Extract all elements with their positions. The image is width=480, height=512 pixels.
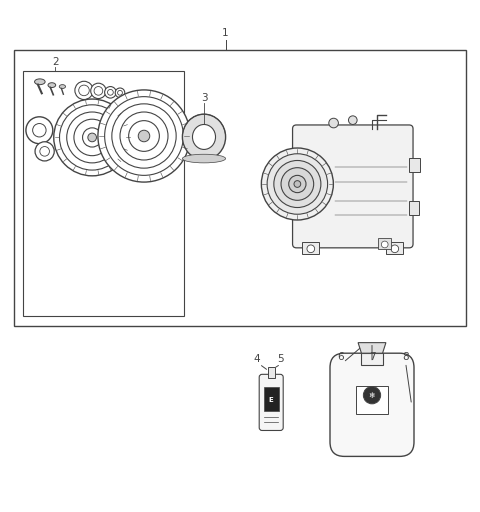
Bar	[409, 158, 420, 172]
Text: 6: 6	[337, 352, 344, 362]
Circle shape	[138, 130, 150, 142]
Ellipse shape	[48, 83, 56, 88]
Circle shape	[281, 168, 313, 200]
Circle shape	[33, 123, 46, 137]
FancyBboxPatch shape	[330, 353, 414, 456]
Text: 3: 3	[201, 93, 207, 102]
Circle shape	[83, 128, 102, 147]
Circle shape	[79, 85, 89, 96]
FancyBboxPatch shape	[292, 125, 413, 248]
Polygon shape	[358, 343, 386, 353]
Circle shape	[261, 148, 333, 220]
Text: 7: 7	[369, 352, 375, 362]
Bar	[386, 242, 403, 253]
Bar	[302, 242, 320, 253]
Circle shape	[348, 116, 357, 124]
Ellipse shape	[182, 114, 226, 160]
Text: 4: 4	[253, 354, 260, 364]
Circle shape	[274, 160, 321, 207]
Text: 2: 2	[52, 57, 59, 67]
Circle shape	[105, 97, 183, 175]
Circle shape	[74, 119, 110, 156]
Circle shape	[288, 175, 306, 193]
Circle shape	[115, 88, 125, 98]
Text: 8: 8	[402, 352, 409, 362]
Text: 1: 1	[222, 28, 229, 38]
Circle shape	[54, 99, 131, 176]
Bar	[409, 201, 419, 215]
Bar	[356, 386, 388, 414]
Circle shape	[75, 81, 93, 99]
Circle shape	[98, 90, 190, 182]
Circle shape	[307, 245, 314, 252]
Text: 5: 5	[277, 354, 284, 364]
Circle shape	[363, 387, 381, 404]
Circle shape	[105, 87, 116, 98]
Circle shape	[381, 241, 388, 248]
Circle shape	[88, 133, 96, 142]
Circle shape	[91, 83, 106, 98]
Bar	[23, 71, 184, 316]
Circle shape	[112, 104, 176, 168]
FancyBboxPatch shape	[259, 374, 283, 431]
Circle shape	[129, 121, 159, 152]
Circle shape	[329, 118, 338, 128]
Circle shape	[35, 142, 54, 161]
Bar	[268, 367, 275, 378]
Text: ❄: ❄	[369, 391, 375, 400]
Circle shape	[120, 112, 168, 160]
Circle shape	[94, 87, 103, 95]
Circle shape	[40, 146, 49, 156]
Bar	[361, 353, 383, 365]
Bar	[378, 238, 392, 249]
Ellipse shape	[35, 79, 45, 84]
Ellipse shape	[192, 124, 216, 150]
Circle shape	[294, 181, 300, 187]
Bar	[14, 50, 466, 326]
Circle shape	[391, 245, 398, 252]
Circle shape	[118, 91, 122, 95]
Circle shape	[60, 105, 125, 170]
Bar	[264, 387, 279, 411]
Text: E: E	[269, 397, 274, 403]
Ellipse shape	[182, 154, 226, 163]
Circle shape	[26, 117, 53, 144]
Circle shape	[267, 154, 327, 214]
Ellipse shape	[60, 84, 65, 89]
Circle shape	[67, 112, 118, 163]
Circle shape	[108, 90, 113, 95]
